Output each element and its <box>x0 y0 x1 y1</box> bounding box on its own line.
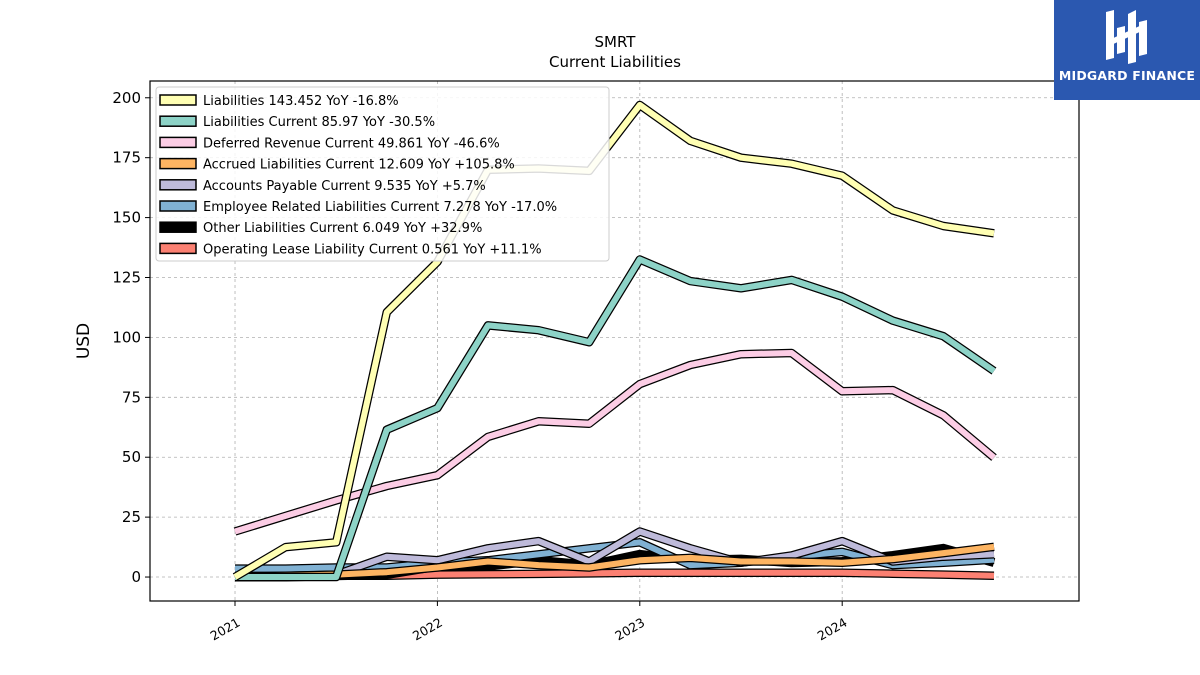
y-tick-label: 50 <box>122 448 141 466</box>
legend-swatch <box>159 242 197 255</box>
legend-swatch <box>159 221 197 233</box>
series-line <box>235 528 995 580</box>
legend-entry-label: Operating Lease Liability Current 0.561 … <box>203 242 542 257</box>
legend: Liabilities 143.452 YoY -16.8% Liabilitie… <box>155 86 610 262</box>
series-lines <box>232 100 997 582</box>
midgard-finance-logo: MIDGARD FINANCE <box>1054 0 1200 100</box>
series-line <box>234 350 996 535</box>
logo-text: MIDGARD FINANCE <box>1058 68 1196 83</box>
x-tick-label: 2023 <box>612 615 647 644</box>
grid-lines <box>150 81 1079 601</box>
logo-mark-icon <box>1106 10 1147 64</box>
legend-entry-label: Liabilities 143.452 YoY -16.8% <box>203 94 399 109</box>
legend-entry-label: Accounts Payable Current 9.535 YoY +5.7% <box>203 179 486 194</box>
series-line <box>235 256 996 580</box>
chart-title: Current Liabilities <box>549 53 681 71</box>
legend-swatch <box>159 94 197 106</box>
legend-swatch <box>159 136 197 149</box>
legend-entry-label: Employee Related Liabilities Current 7.2… <box>203 200 557 215</box>
legend-entry-label: Accrued Liabilities Current 12.609 YoY +… <box>203 158 515 173</box>
y-tick-label: 175 <box>112 149 141 167</box>
chart-title-ticker: SMRT <box>594 33 636 51</box>
series-line-outline <box>235 255 997 582</box>
series-deferred-revenue-current <box>233 348 997 536</box>
series-accounts-payable-current <box>235 527 995 582</box>
legend-swatch <box>159 179 197 191</box>
legend-box <box>155 86 610 262</box>
legend-entry-label: Deferred Revenue Current 49.861 YoY -46.… <box>203 136 500 151</box>
y-tick-label: 150 <box>112 209 141 227</box>
y-tick-label: 200 <box>112 89 141 107</box>
y-tick-label: 0 <box>131 568 141 586</box>
series-liabilities <box>232 100 995 581</box>
series-line <box>234 543 995 580</box>
series-accrued-liabilities-current <box>234 542 995 582</box>
x-tick-label: 2021 <box>207 615 242 644</box>
x-tick-label: 2024 <box>815 615 850 644</box>
y-axis-label: USD <box>74 323 94 359</box>
series-line <box>233 102 995 580</box>
y-tick-label: 25 <box>122 508 141 526</box>
series-liabilities-current <box>235 255 997 582</box>
plot-frame <box>149 80 1080 602</box>
legend-swatch <box>159 115 197 127</box>
y-tick-label: 75 <box>122 388 141 406</box>
y-tick-label: 100 <box>112 328 141 346</box>
legend-swatch <box>159 157 197 170</box>
series-line-outline <box>233 348 997 536</box>
legend-entry-label: Liabilities Current 85.97 YoY -30.5% <box>203 115 435 130</box>
y-tick-label: 125 <box>112 268 141 286</box>
legend-entry-label: Other Liabilities Current 6.049 YoY +32.… <box>203 221 482 236</box>
x-tick-label: 2022 <box>410 615 445 644</box>
legend-swatch <box>159 200 197 212</box>
